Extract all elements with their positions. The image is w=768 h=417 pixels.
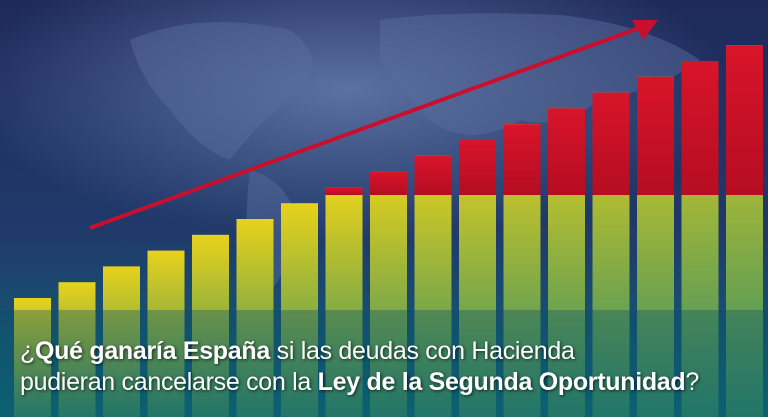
- text: pudieran cancelarse con la: [20, 368, 318, 396]
- text: ¿: [20, 337, 35, 365]
- text: si las deudas con Hacienda: [269, 337, 575, 365]
- caption-line: ¿Qué ganaría España si las deudas con Ha…: [20, 337, 575, 366]
- bar: [370, 171, 407, 417]
- bar: [325, 187, 363, 417]
- bar: [103, 266, 140, 417]
- bar: [147, 250, 185, 417]
- bold-text: Qué ganaría España: [34, 337, 270, 365]
- bar: [592, 92, 630, 195]
- caption-line: pudieran cancelarse con la Ley de la Seg…: [20, 368, 699, 397]
- bar: [325, 187, 363, 195]
- bar: [548, 108, 585, 195]
- bold-text: Ley de la Segunda Oportunidad: [317, 368, 686, 396]
- caption-shade: [0, 310, 768, 417]
- bars: [14, 45, 763, 417]
- bar: [192, 234, 229, 417]
- trend-arrow: [89, 25, 643, 230]
- bar: [370, 171, 407, 195]
- bar: [637, 76, 674, 195]
- bar: [459, 140, 496, 195]
- arrow-head: [632, 20, 658, 40]
- bar: [14, 298, 51, 417]
- bar: [58, 282, 96, 417]
- bar: [414, 155, 452, 417]
- text: ?: [685, 368, 699, 396]
- bar: [414, 155, 452, 195]
- bar: [236, 219, 274, 417]
- bar: [726, 45, 763, 196]
- bar: [681, 61, 719, 195]
- bar: [503, 124, 541, 195]
- bar: [281, 203, 318, 417]
